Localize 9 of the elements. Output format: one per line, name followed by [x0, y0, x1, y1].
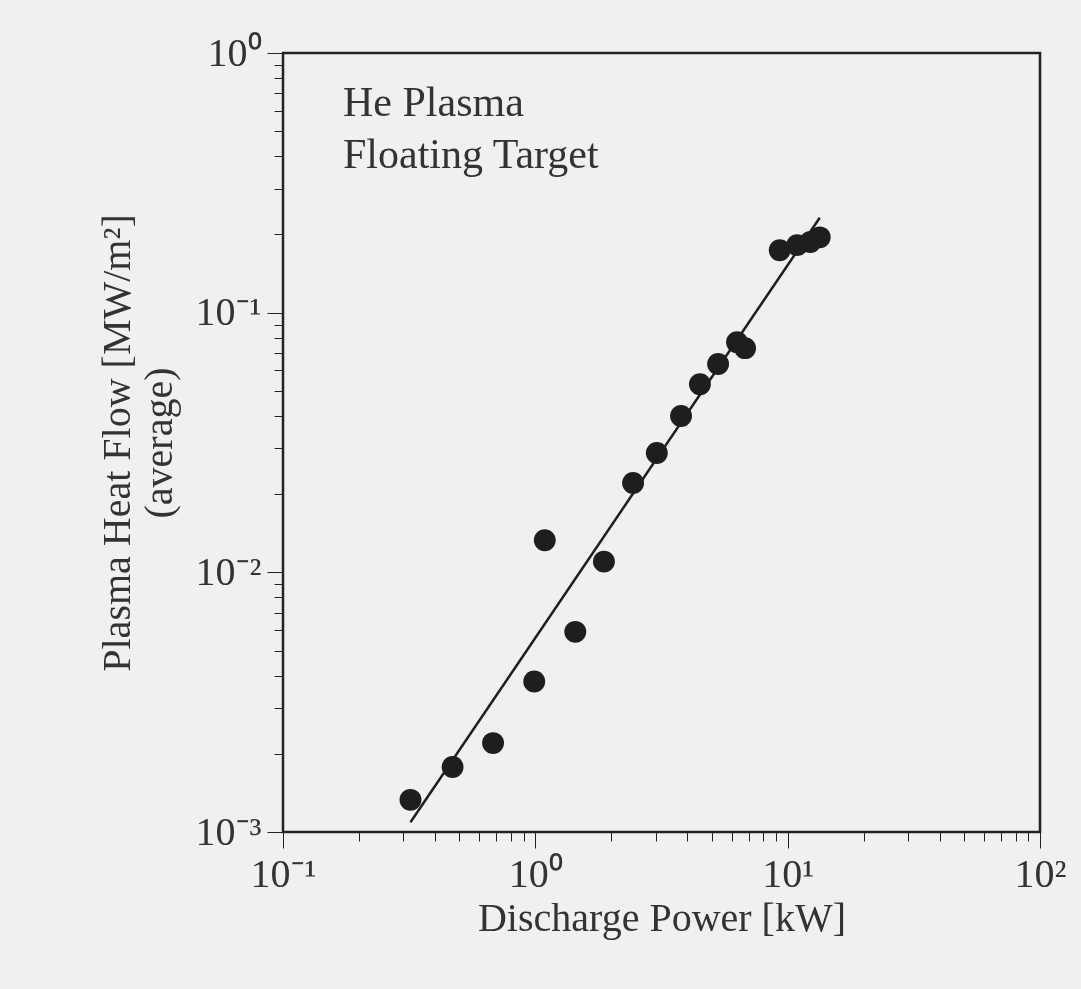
x-tick-label: 10¹ — [762, 850, 815, 896]
y-tick-label: 10⁰ — [207, 29, 262, 75]
x-tick-label: 10⁰ — [508, 850, 563, 896]
y-axis-title: Plasma Heat Flow [MW/m²] (average) — [93, 214, 181, 672]
x-axis-title: Discharge Power [kW] — [477, 894, 847, 940]
y-tick-label: 10⁻¹ — [195, 289, 262, 335]
x-tick-label: 10² — [1014, 850, 1067, 896]
y-tick-label: 10⁻² — [195, 548, 262, 594]
annotation: He Plasma Floating Target — [343, 79, 599, 177]
